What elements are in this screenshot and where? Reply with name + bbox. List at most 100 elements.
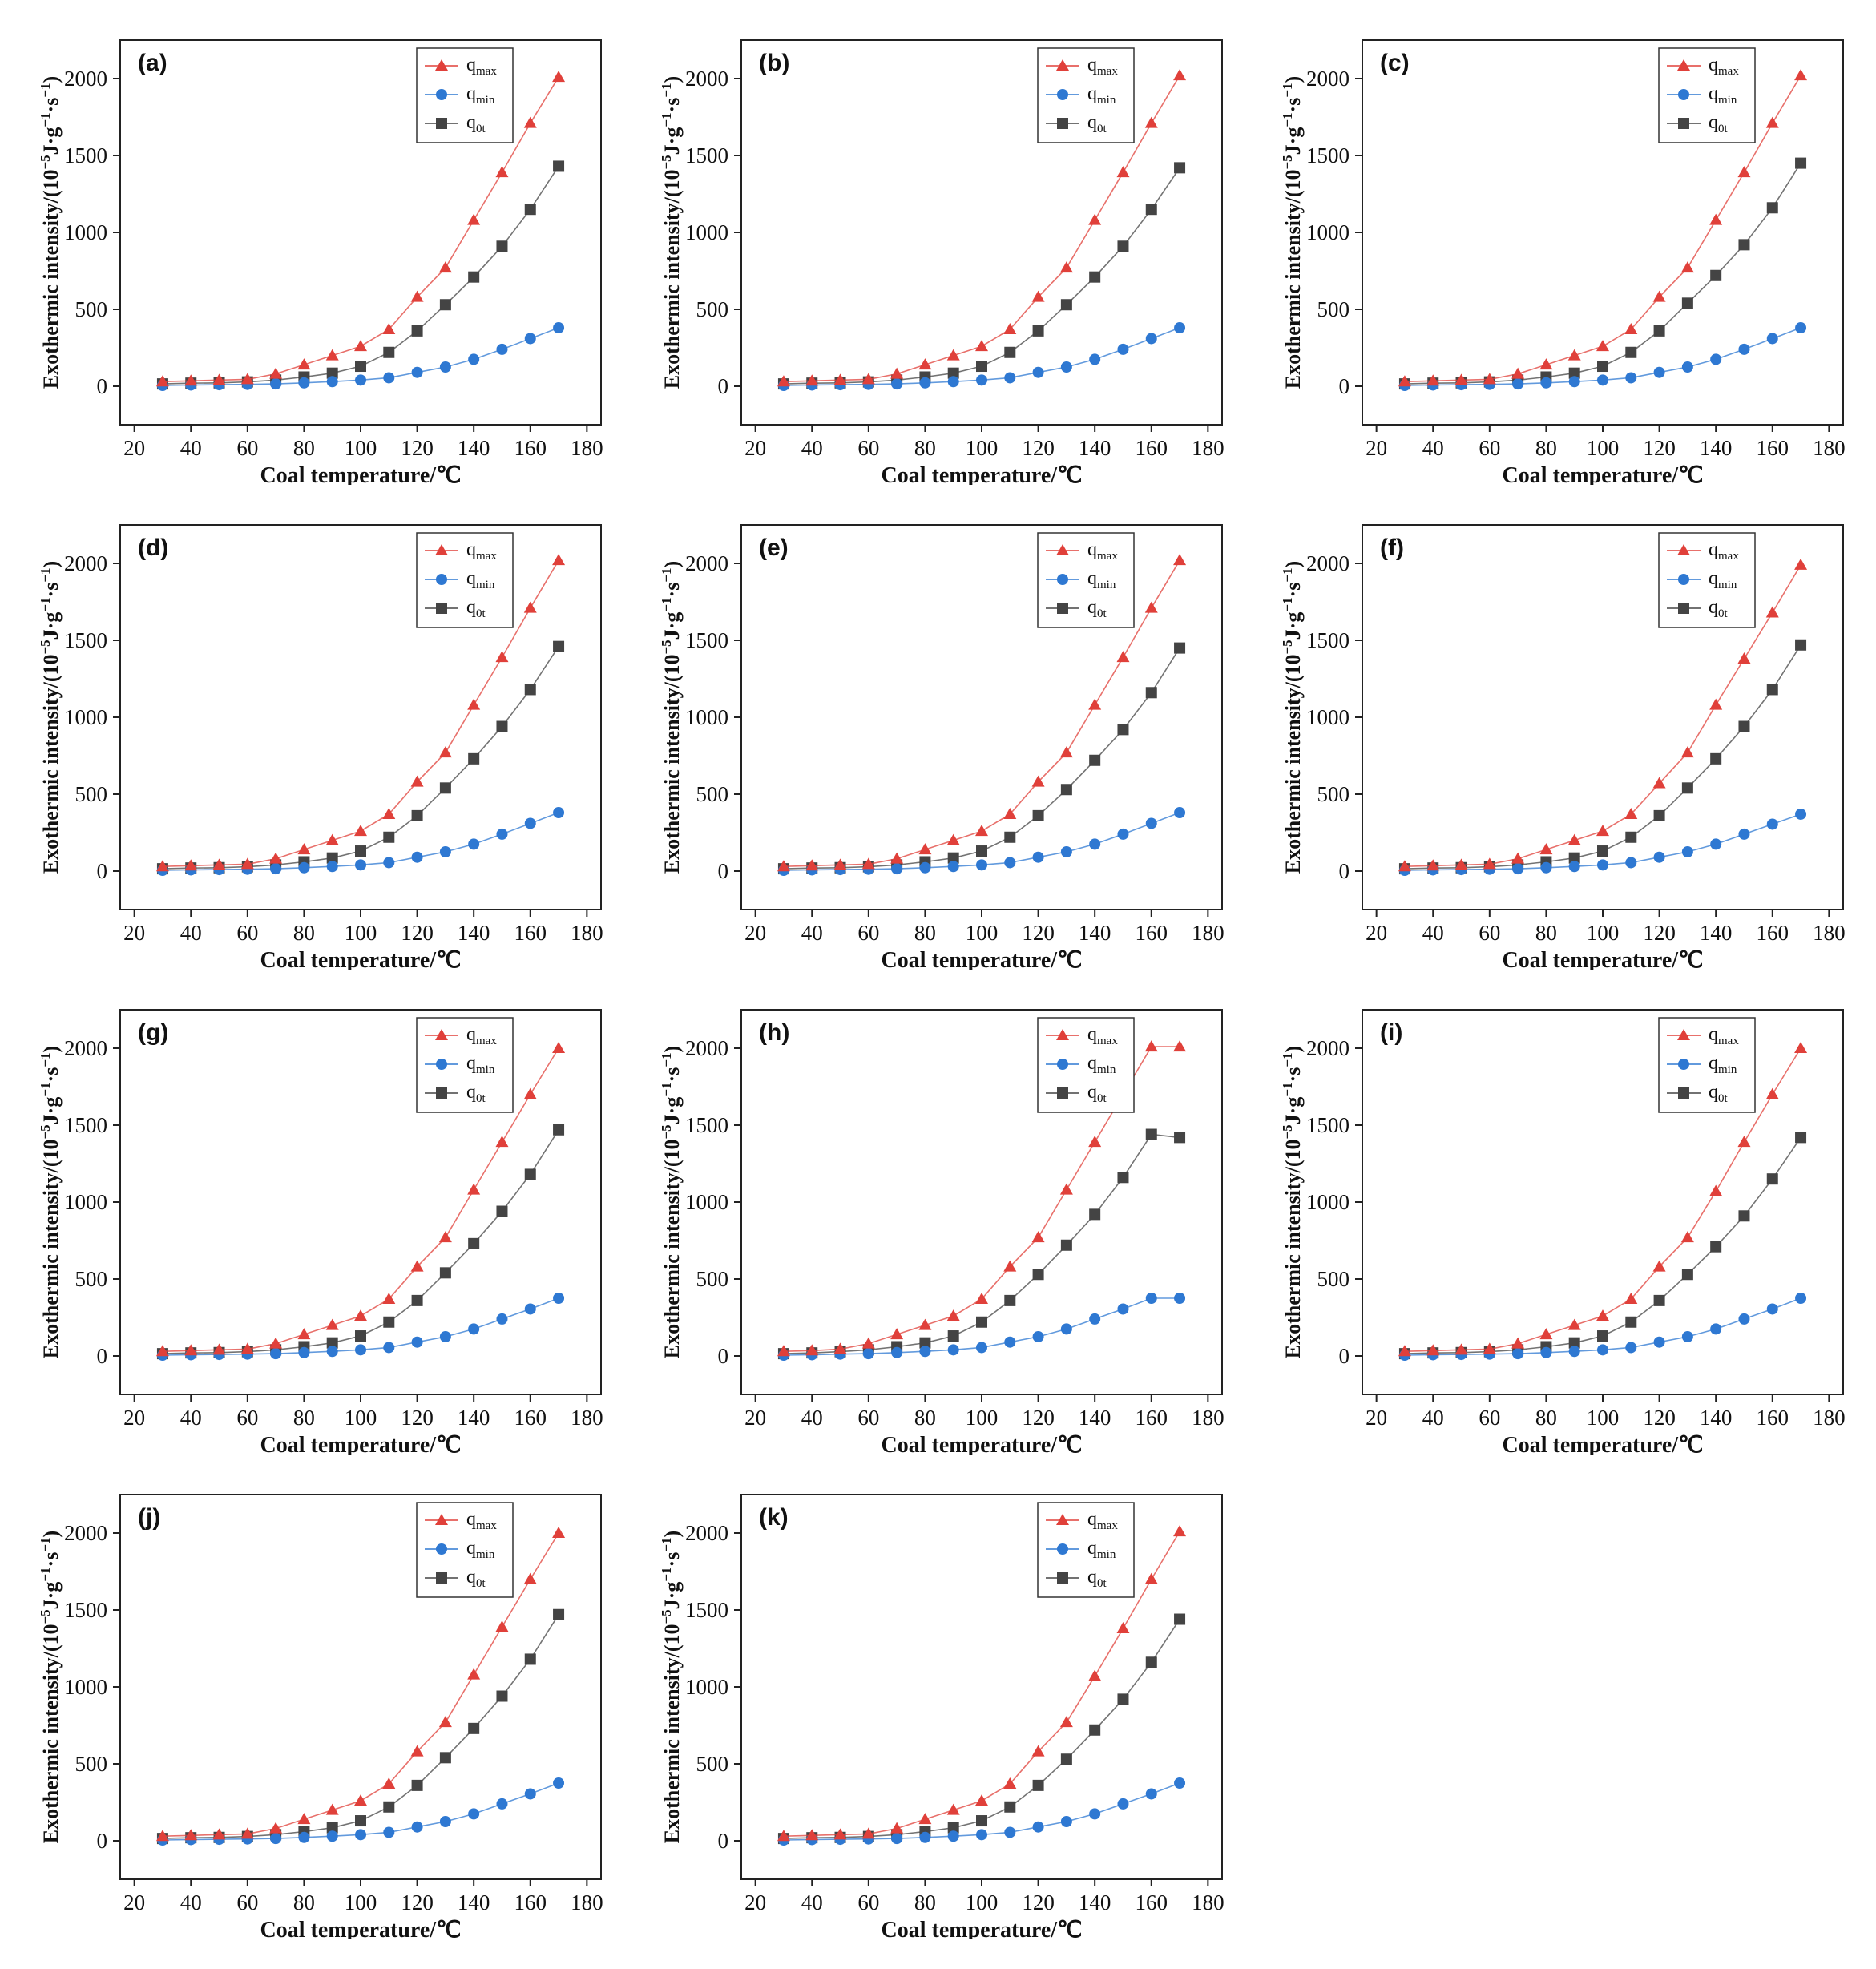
data-point-qmax: [777, 860, 790, 872]
y-axis-label-part: ·s: [660, 583, 684, 598]
x-tick-label: 140: [1700, 1406, 1733, 1430]
y-axis-label-part: ·s: [1281, 583, 1305, 598]
legend-label-subscript: min: [1097, 94, 1116, 107]
legend-marker: [436, 574, 447, 585]
data-point-qmin: [947, 1344, 959, 1356]
data-point-qmax: [1794, 558, 1808, 570]
y-tick-label: 500: [696, 297, 729, 321]
legend-marker: [1057, 1572, 1068, 1584]
legend-marker: [1057, 1087, 1068, 1099]
y-tick-label: 0: [1339, 859, 1350, 883]
legend-label-base: q: [1087, 83, 1097, 104]
legend-marker: [1678, 1059, 1689, 1070]
y-axis-label-part: ): [1281, 561, 1305, 568]
data-point-q0t: [947, 367, 959, 379]
x-tick-label: 180: [571, 1406, 603, 1430]
legend-marker: [1056, 544, 1069, 555]
data-point-q0t: [1681, 782, 1693, 794]
legend-label-base: q: [1087, 1567, 1097, 1588]
legend-label-base: q: [1709, 1082, 1718, 1103]
y-axis-label-part: ·s: [1281, 98, 1305, 113]
legend-label-subscript: min: [1718, 94, 1737, 107]
data-point-q0t: [1653, 809, 1665, 821]
data-point-qmax: [184, 859, 198, 871]
x-tick-label: 120: [1022, 436, 1055, 460]
series-qmin: [777, 807, 1186, 877]
legend-label-base: q: [1709, 1024, 1718, 1045]
data-point-qmin: [1117, 1303, 1129, 1315]
data-point-qmin: [1089, 838, 1101, 850]
x-tick-label: 160: [514, 1890, 547, 1915]
data-point-qmin: [1060, 846, 1072, 857]
data-point-qmin: [1625, 1342, 1637, 1354]
data-point-qmax: [155, 1345, 169, 1357]
data-point-q0t: [1004, 1801, 1016, 1813]
legend-box: [1037, 47, 1135, 143]
data-point-qmin: [1174, 807, 1186, 819]
data-point-qmin: [1568, 376, 1580, 388]
data-point-qmax: [1173, 1040, 1187, 1052]
legend-marker: [1057, 1059, 1068, 1070]
legend-label: q0t: [1709, 112, 1729, 135]
data-point-qmax: [805, 1344, 819, 1356]
y-axis-label-part: J·g: [39, 1582, 63, 1610]
data-point-qmin: [270, 1348, 282, 1360]
x-tick-label: 100: [1587, 436, 1620, 460]
y-axis-label: Exothermic intensity/(10−5J·g−1·s−1): [38, 1046, 63, 1358]
series-qmin: [1398, 1293, 1807, 1362]
data-point-q0t: [1738, 239, 1750, 251]
data-point-q0t: [439, 1752, 451, 1764]
series-qmax: [777, 69, 1187, 387]
data-point-qmin: [298, 1831, 310, 1843]
data-point-qmax: [946, 833, 960, 845]
y-axis-label: Exothermic intensity/(10−5J·g−1·s−1): [38, 76, 63, 389]
legend-label: q0t: [1087, 597, 1107, 620]
data-point-q0t: [1766, 202, 1778, 214]
legend-label-base: q: [466, 1024, 476, 1045]
data-point-qmax: [975, 1794, 988, 1806]
data-point-qmin: [1145, 1788, 1157, 1800]
data-point-qmax: [184, 1344, 198, 1356]
legend-marker: [1678, 89, 1689, 100]
y-axis-label-superscript: −1: [38, 567, 53, 582]
data-point-qmin: [1540, 861, 1552, 874]
legend-box: [416, 532, 514, 628]
data-point-qmax: [1144, 601, 1158, 613]
data-point-q0t: [1710, 752, 1722, 765]
legend-label: q0t: [1087, 1567, 1107, 1590]
data-point-qmin: [326, 1830, 338, 1842]
legend-marker: [436, 1087, 447, 1099]
y-axis-label: Exothermic intensity/(10−5J·g−1·s−1): [1280, 1046, 1305, 1358]
chart-panel-h: 20 40 60 80 100 120 140 160 180 0 500 1000 1500 2000 C…: [629, 974, 1238, 1455]
chart-svg-h: 20 40 60 80 100 120 140 160 180 0 500 1000 1500 2000 C…: [659, 1009, 1224, 1455]
data-point-q0t: [553, 160, 565, 172]
data-point-q0t: [355, 845, 366, 857]
data-point-qmax: [155, 1830, 169, 1842]
series-qmin: [156, 322, 565, 392]
legend-label-base: q: [1087, 1082, 1097, 1103]
x-tick-label: 160: [1757, 921, 1789, 945]
chart-panel-j: 20 40 60 80 100 120 140 160 180 0 500 1000 1500 2000 C…: [8, 1459, 617, 1939]
x-tick-label: 40: [1422, 436, 1444, 460]
chart-panel-d: 20 40 60 80 100 120 140 160 180 0 500 1000 1500 2000 C…: [8, 489, 617, 970]
x-tick-label: 180: [571, 921, 603, 945]
data-point-q0t: [355, 361, 366, 373]
data-point-qmax: [833, 373, 847, 385]
data-point-qmax: [438, 746, 452, 758]
legend-label-subscript: 0t: [1097, 1092, 1107, 1105]
data-point-q0t: [411, 809, 423, 821]
y-tick-label: 0: [718, 1829, 729, 1853]
data-point-qmin: [1145, 817, 1157, 829]
legend-label: qmax: [1087, 1024, 1118, 1047]
data-point-qmin: [383, 1342, 395, 1354]
y-tick-label: 1000: [64, 220, 107, 244]
legend-label-subscript: 0t: [476, 1092, 486, 1105]
data-point-qmax: [1539, 843, 1553, 855]
legend-label-base: q: [1709, 568, 1718, 589]
y-tick-label: 1000: [64, 1190, 107, 1214]
x-tick-label: 140: [1079, 1406, 1111, 1430]
data-point-q0t: [1738, 720, 1750, 732]
legend-label: qmin: [1087, 1053, 1116, 1076]
